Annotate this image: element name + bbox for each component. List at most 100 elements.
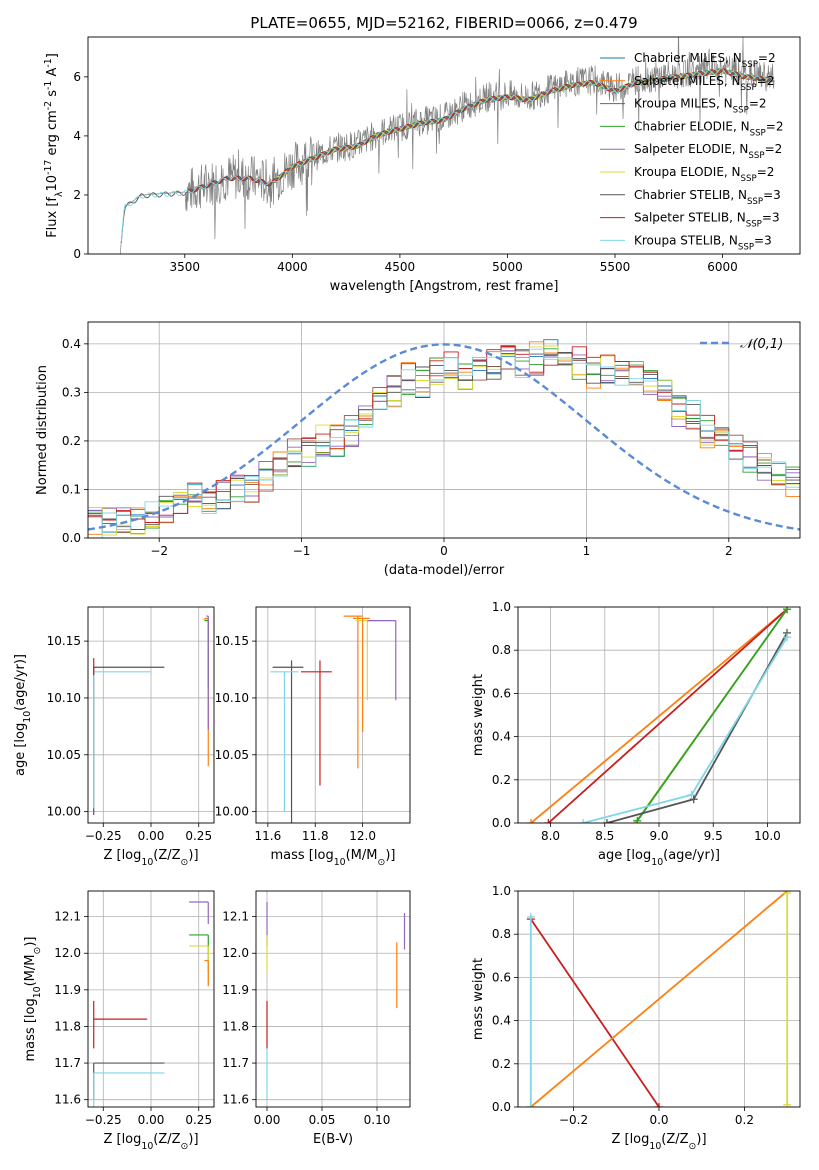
axes-frame [255,606,411,824]
y-tick-label: 12.1 [54,910,81,924]
axes-frame [255,890,411,1108]
y-tick-label: 11.9 [54,983,81,997]
y-tick-label: 11.6 [222,1093,249,1107]
x-tick-label: 4500 [385,260,416,274]
y-tick-label: 0.4 [492,1014,511,1028]
y-tick-label: 0.0 [492,1100,511,1114]
y-axis-label: mass [log10(M/M⊙)] [23,937,43,1062]
y-tick-label: 10.15 [215,634,249,648]
model-spectrum-line [120,68,774,242]
legend-entry-label: Salpeter STELIB, NSSP=3 [634,211,780,230]
axes-frame [87,606,215,824]
y-tick-label: 0.2 [492,1057,511,1071]
x-tick-label: 8.0 [541,829,560,843]
normal-curve-line [88,343,800,531]
y-tick-label: 11.7 [54,1056,81,1070]
x-tick-label: 11.6 [254,829,281,843]
observed-spectrum-line [119,37,775,254]
y-tick-label: 2 [73,188,81,202]
y-tick-label: 10.15 [47,634,81,648]
y-axis-label: Normed distribution [35,365,50,495]
y-tick-label: 0.1 [62,482,81,496]
y-tick-label: 11.8 [222,1019,249,1033]
x-tick-label: −0.25 [85,829,122,843]
x-tick-label: 6000 [707,260,738,274]
y-tick-label: 1.0 [492,600,511,614]
x-tick-label: 0.25 [185,829,212,843]
legend-entry-label: Kroupa STELIB, NSSP=3 [634,233,772,252]
x-tick-label: 9.5 [704,829,723,843]
y-tick-label: 11.9 [222,983,249,997]
y-axis-label: age [log10(age/yr)] [13,654,33,776]
residual-histogram-panel: −2 −1 0 1 2 0.0 0.1 0.2 0.3 0.4 (data-model)/error… [35,321,801,578]
y-tick-label: 12.1 [222,910,249,924]
model-spectrum-line [188,68,775,193]
y-tick-label: 0.2 [62,434,81,448]
spectrum-panel: 3500 4000 4500 5000 5500 6000 0 2 4 6 wavelength [… [43,36,801,294]
legend-entry-label: Chabrier ELODIE, NSSP=2 [634,119,783,138]
x-axis-label: E(B-V) [313,1132,353,1147]
x-axis-label: mass [log10(M/M⊙)] [271,848,396,868]
y-tick-label: 10.10 [215,691,249,705]
y-tick-label: 0.8 [492,643,511,657]
legend-entry-label: Chabrier MILES, NSSP=2 [634,51,776,70]
x-tick-label: 11.8 [302,829,329,843]
y-tick-label: 1.0 [492,884,511,898]
mass-weight-vs-metallicity-panel-plot-area [518,891,800,1107]
y-axis-label: mass weight [471,674,486,756]
x-tick-label: 12.0 [349,829,376,843]
x-tick-label: −0.2 [559,1113,588,1127]
axes-frame [87,36,801,255]
y-tick-label: 12.0 [54,946,81,960]
x-tick-label: −0.25 [85,1113,122,1127]
x-axis-label: wavelength [Angstrom, rest frame] [330,279,559,294]
mass-weight-line [530,918,660,1107]
legend-entry-label: Kroupa MILES, NSSP=2 [634,97,767,116]
y-tick-label: 10.00 [47,805,81,819]
x-tick-label: 1 [583,544,591,558]
y-tick-label: 11.8 [54,1019,81,1033]
legend-entry-label: Kroupa ELODIE, NSSP=2 [634,165,774,184]
legend-entry-label: Chabrier STELIB, NSSP=3 [634,188,781,207]
y-tick-label: 10.05 [215,748,249,762]
legend-entry-label: Salpeter ELODIE, NSSP=2 [634,142,782,161]
mass-vs-metallicity-panel-plot-area [88,891,214,1107]
x-tick-label: −2 [150,544,168,558]
mass-weight-vs-age-panel: 8.0 8.5 9.0 9.5 10.0 0.0 0.2 0.4 0.6 0.8 1.0 age [l… [471,600,801,868]
mass-weight-line [636,608,788,822]
age-vs-metallicity-panel: −0.25 0.00 0.25 10.00 10.05 10.10 10.15 Z [log1… [13,606,215,868]
y-tick-label: 11.6 [54,1093,81,1107]
x-axis-label: age [log10(age/yr)] [598,848,720,868]
x-tick-label: 0.0 [649,1113,668,1127]
y-tick-label: 10.00 [215,805,249,819]
x-tick-label: 8.5 [595,829,614,843]
axes-frame [87,321,801,539]
x-tick-label: −1 [293,544,311,558]
x-axis-label: (data-model)/error [384,563,505,578]
y-tick-label: 10.10 [47,691,81,705]
mass-weight-vs-metallicity-panel: −0.2 0.0 0.2 0.0 0.2 0.4 0.6 0.8 1.0 Z [log10(Z/Z… [471,884,801,1152]
y-tick-label: 0.6 [492,686,511,700]
histogram-step-line [88,346,800,523]
y-tick-label: 0 [73,247,81,261]
mass-vs-metallicity-panel: −0.25 0.00 0.25 11.6 11.7 11.8 11.9 12.0 12.1 Z [… [23,890,215,1152]
y-tick-label: 0.8 [492,927,511,941]
x-tick-label: 0.00 [138,1113,165,1127]
x-tick-label: 5500 [600,260,631,274]
histogram-step-line [88,345,800,536]
y-tick-label: 12.0 [222,946,249,960]
x-tick-label: 4000 [277,260,308,274]
axes-frame [517,606,801,824]
y-tick-label: 0.4 [62,337,81,351]
mass-vs-extinction-panel-plot-area [256,891,410,1107]
mass-weight-line [530,608,788,823]
mass-vs-extinction-panel: 0.00 0.05 0.10 11.6 11.7 11.8 11.9 12.0 12.1 E(B-… [222,890,411,1147]
x-tick-label: 0.2 [735,1113,754,1127]
x-axis-label: Z [log10(Z/Z⊙)] [611,1132,706,1152]
y-tick-label: 4 [73,129,81,143]
model-spectrum-line [120,68,774,243]
y-axis-label: mass weight [471,958,486,1040]
legend-entry-label: Salpeter MILES, NSSP=2 [634,74,774,93]
x-tick-label: 0.00 [254,1113,281,1127]
residual-histogram-panel-plot-area [88,322,800,538]
